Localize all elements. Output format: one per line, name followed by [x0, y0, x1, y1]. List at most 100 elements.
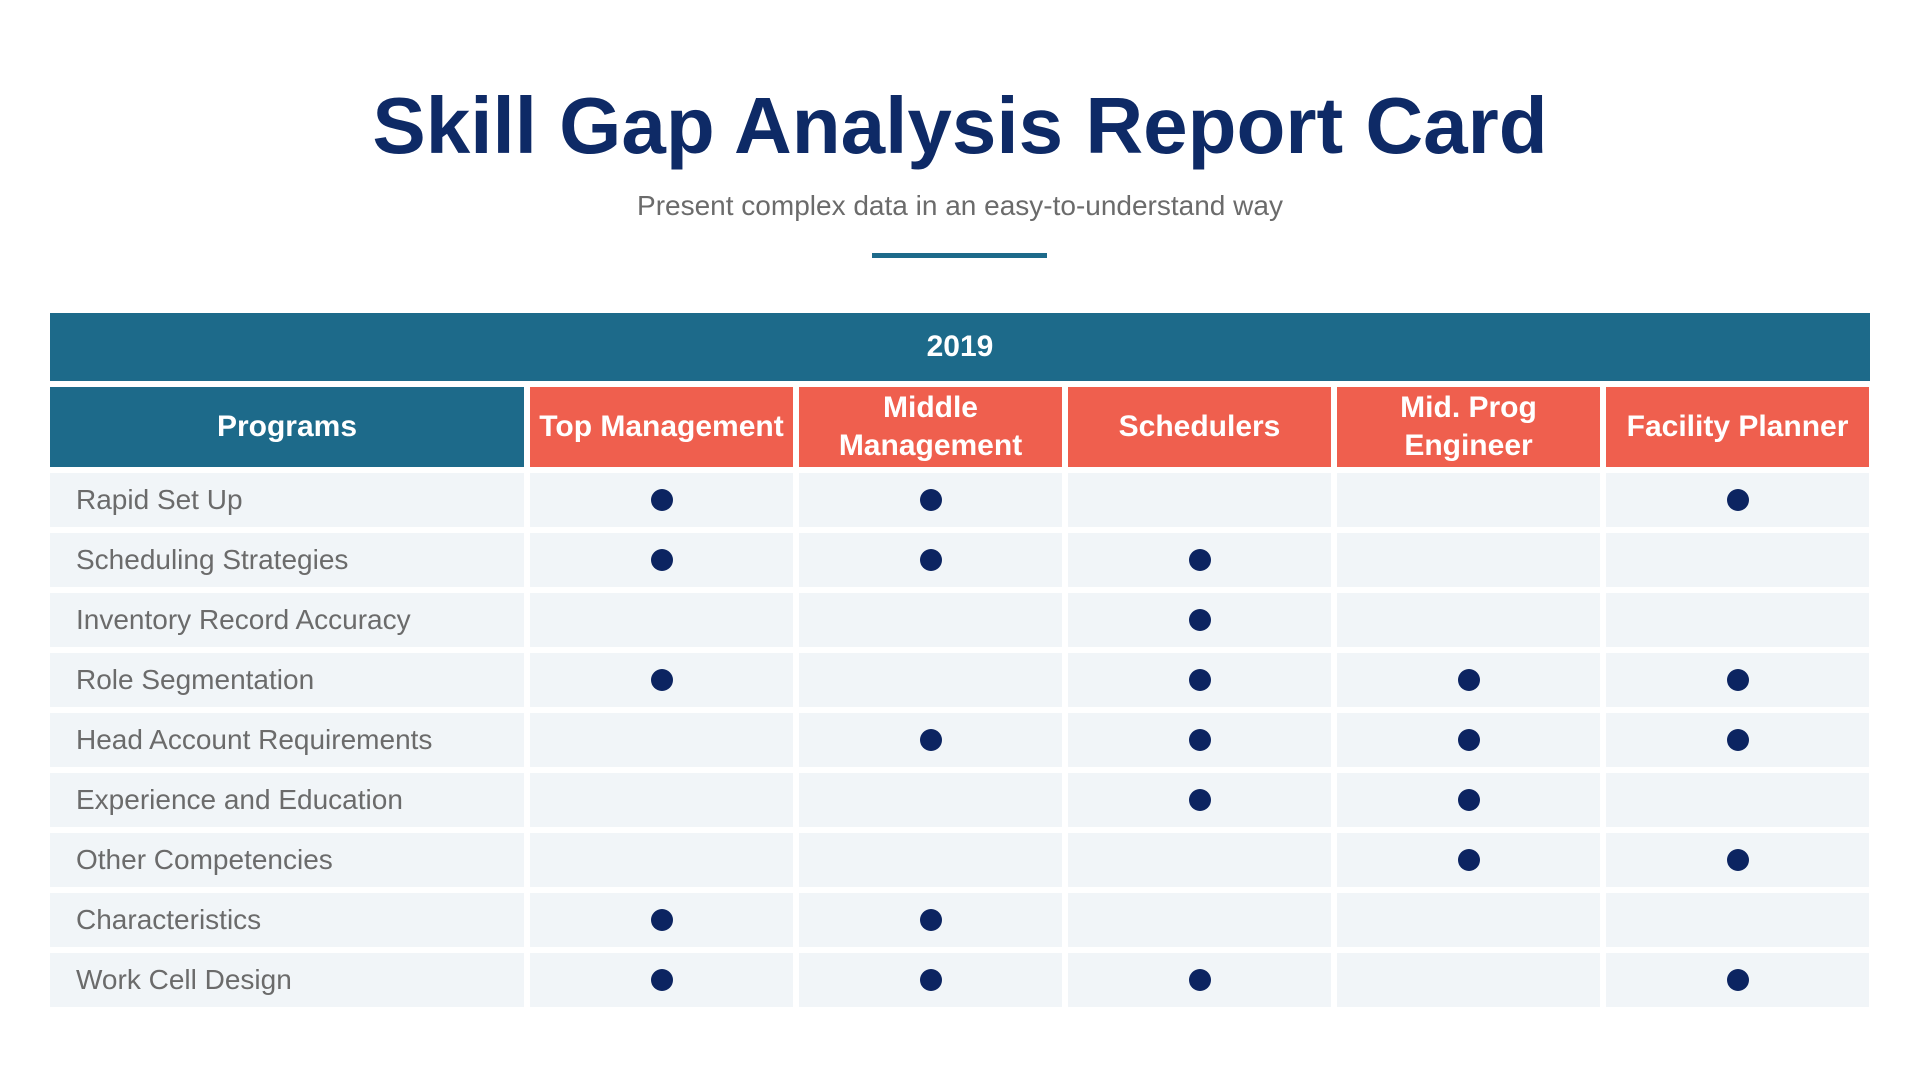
program-name: Head Account Requirements: [50, 713, 524, 767]
mark-cell: [1337, 773, 1600, 827]
table-row: Characteristics: [50, 893, 1870, 947]
dot-mark-icon: [919, 549, 942, 571]
year-header: 2019: [50, 313, 1870, 381]
mark-cell: [799, 713, 1062, 767]
mark-cell: [1606, 653, 1869, 707]
mark-cell: [530, 653, 793, 707]
mark-cell: [1606, 833, 1869, 887]
program-name: Other Competencies: [50, 833, 524, 887]
mark-cell: [1337, 593, 1600, 647]
table-row: Rapid Set Up: [50, 473, 1870, 527]
dot-mark-icon: [1457, 849, 1480, 871]
mark-cell: [1068, 533, 1331, 587]
dot-mark-icon: [650, 549, 673, 571]
mark-cell: [799, 833, 1062, 887]
dot-mark-icon: [919, 489, 942, 511]
mark-cell: [799, 533, 1062, 587]
column-header-top-management: Top Management: [530, 387, 793, 467]
mark-cell: [1068, 893, 1331, 947]
mark-cell: [1337, 653, 1600, 707]
mark-cell: [1068, 773, 1331, 827]
mark-cell: [530, 833, 793, 887]
mark-cell: [1337, 833, 1600, 887]
page-subtitle: Present complex data in an easy-to-under…: [637, 190, 1283, 221]
table-row: Role Segmentation: [50, 653, 1870, 707]
mark-cell: [530, 533, 793, 587]
mark-cell: [530, 713, 793, 767]
dot-mark-icon: [650, 909, 673, 931]
dot-mark-icon: [1188, 969, 1211, 991]
column-header-facility-planner: Facility Planner: [1606, 387, 1869, 467]
column-header-schedulers: Schedulers: [1068, 387, 1331, 467]
mark-cell: [1068, 953, 1331, 1007]
table-row: Inventory Record Accuracy: [50, 593, 1870, 647]
dot-mark-icon: [919, 729, 942, 751]
mark-cell: [1337, 953, 1600, 1007]
mark-cell: [1068, 593, 1331, 647]
mark-cell: [1606, 713, 1869, 767]
mark-cell: [1606, 533, 1869, 587]
mark-cell: [799, 893, 1062, 947]
divider: [872, 253, 1047, 258]
dot-mark-icon: [1188, 609, 1211, 631]
mark-cell: [530, 953, 793, 1007]
dot-mark-icon: [1726, 669, 1749, 691]
skill-gap-table: 2019 Programs Top Management Middle Mana…: [50, 313, 1870, 1007]
mark-cell: [1606, 953, 1869, 1007]
program-name: Work Cell Design: [50, 953, 524, 1007]
mark-cell: [1068, 713, 1331, 767]
dot-mark-icon: [1457, 789, 1480, 811]
dot-mark-icon: [1457, 729, 1480, 751]
table-row: Experience and Education: [50, 773, 1870, 827]
mark-cell: [530, 893, 793, 947]
page-title: Skill Gap Analysis Report Card: [372, 81, 1548, 170]
mark-cell: [530, 593, 793, 647]
mark-cell: [1337, 473, 1600, 527]
dot-mark-icon: [650, 969, 673, 991]
dot-mark-icon: [1188, 729, 1211, 751]
program-name: Scheduling Strategies: [50, 533, 524, 587]
column-header-middle-management: Middle Management: [799, 387, 1062, 467]
mark-cell: [799, 653, 1062, 707]
dot-mark-icon: [1726, 729, 1749, 751]
dot-mark-icon: [1726, 849, 1749, 871]
table-row: Scheduling Strategies: [50, 533, 1870, 587]
mark-cell: [1068, 833, 1331, 887]
dot-mark-icon: [1457, 669, 1480, 691]
mark-cell: [799, 473, 1062, 527]
mark-cell: [799, 953, 1062, 1007]
dot-mark-icon: [1726, 969, 1749, 991]
mark-cell: [1068, 473, 1331, 527]
column-header-mid-prog-engineer: Mid. Prog Engineer: [1337, 387, 1600, 467]
table-row: Work Cell Design: [50, 953, 1870, 1007]
mark-cell: [530, 773, 793, 827]
program-name: Experience and Education: [50, 773, 524, 827]
dot-mark-icon: [650, 669, 673, 691]
dot-mark-icon: [1726, 489, 1749, 511]
mark-cell: [1068, 653, 1331, 707]
mark-cell: [1606, 593, 1869, 647]
program-name: Role Segmentation: [50, 653, 524, 707]
dot-mark-icon: [1188, 669, 1211, 691]
mark-cell: [1606, 473, 1869, 527]
dot-mark-icon: [919, 909, 942, 931]
table-row: Other Competencies: [50, 833, 1870, 887]
column-header-row: Programs Top Management Middle Managemen…: [50, 387, 1870, 467]
dot-mark-icon: [1188, 549, 1211, 571]
program-name: Inventory Record Accuracy: [50, 593, 524, 647]
mark-cell: [1337, 713, 1600, 767]
table-row: Head Account Requirements: [50, 713, 1870, 767]
dot-mark-icon: [1188, 789, 1211, 811]
column-header-programs: Programs: [50, 387, 524, 467]
mark-cell: [799, 593, 1062, 647]
mark-cell: [1606, 773, 1869, 827]
mark-cell: [799, 773, 1062, 827]
dot-mark-icon: [650, 489, 673, 511]
program-name: Rapid Set Up: [50, 473, 524, 527]
program-name: Characteristics: [50, 893, 524, 947]
mark-cell: [1606, 893, 1869, 947]
dot-mark-icon: [919, 969, 942, 991]
mark-cell: [1337, 533, 1600, 587]
mark-cell: [1337, 893, 1600, 947]
mark-cell: [530, 473, 793, 527]
